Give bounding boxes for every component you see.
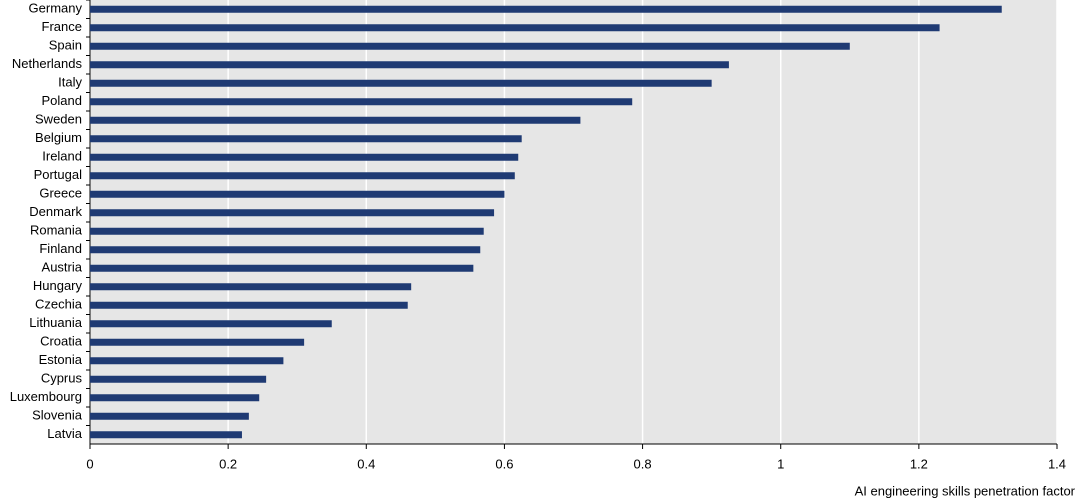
bar [90, 190, 505, 198]
y-tick-label: Denmark [29, 204, 82, 219]
y-tick-label: Czechia [35, 297, 83, 312]
y-tick-label: Italy [58, 75, 82, 90]
bar [90, 301, 408, 309]
y-tick-label: Austria [42, 260, 83, 275]
x-tick-label: 1 [777, 456, 784, 471]
plot-background [90, 0, 1057, 444]
x-tick-label: 0.2 [219, 456, 237, 471]
y-tick-label: Sweden [35, 112, 82, 127]
bar [90, 246, 481, 254]
bar [90, 42, 850, 50]
y-tick-label: Netherlands [12, 56, 83, 71]
bar [90, 79, 712, 87]
bar [90, 209, 495, 217]
y-tick-label: Cyprus [41, 371, 83, 386]
x-tick-label: 1.4 [1048, 456, 1066, 471]
y-tick-label: Finland [39, 241, 82, 256]
y-tick-label: Romania [30, 223, 83, 238]
bar [90, 375, 267, 383]
x-tick-label: 0.4 [357, 456, 375, 471]
bar [90, 264, 474, 272]
bar [90, 412, 249, 420]
y-tick-label: Spain [49, 38, 82, 53]
y-tick-label: Croatia [40, 334, 83, 349]
bar [90, 320, 332, 328]
x-tick-label: 1.2 [910, 456, 928, 471]
bar [90, 116, 581, 124]
y-tick-label: Greece [39, 186, 82, 201]
bar [90, 61, 729, 69]
bar [90, 227, 484, 235]
bar [90, 98, 633, 106]
y-tick-label: Portugal [34, 167, 83, 182]
y-tick-label: Slovenia [32, 408, 83, 423]
y-tick-label: Hungary [33, 278, 83, 293]
y-tick-label: Ireland [42, 149, 82, 164]
x-tick-label: 0.6 [495, 456, 513, 471]
x-tick-label: 0.8 [634, 456, 652, 471]
y-tick-label: France [42, 19, 82, 34]
bar [90, 431, 242, 439]
bar [90, 357, 284, 365]
bar [90, 283, 412, 291]
x-axis-label: AI engineering skills penetration factor [855, 483, 1076, 498]
bar [90, 153, 519, 161]
bar [90, 5, 1002, 13]
y-tick-label: Germany [29, 1, 83, 16]
bar [90, 172, 515, 180]
y-tick-label: Poland [42, 93, 82, 108]
y-tick-label: Belgium [35, 130, 82, 145]
y-tick-label: Luxembourg [10, 389, 82, 404]
bar [90, 135, 522, 143]
x-tick-label: 0 [86, 456, 93, 471]
y-tick-label: Estonia [39, 352, 83, 367]
bar [90, 338, 305, 346]
y-tick-label: Lithuania [29, 315, 83, 330]
bar [90, 394, 260, 402]
bar [90, 24, 940, 32]
y-tick-label: Latvia [47, 426, 82, 441]
